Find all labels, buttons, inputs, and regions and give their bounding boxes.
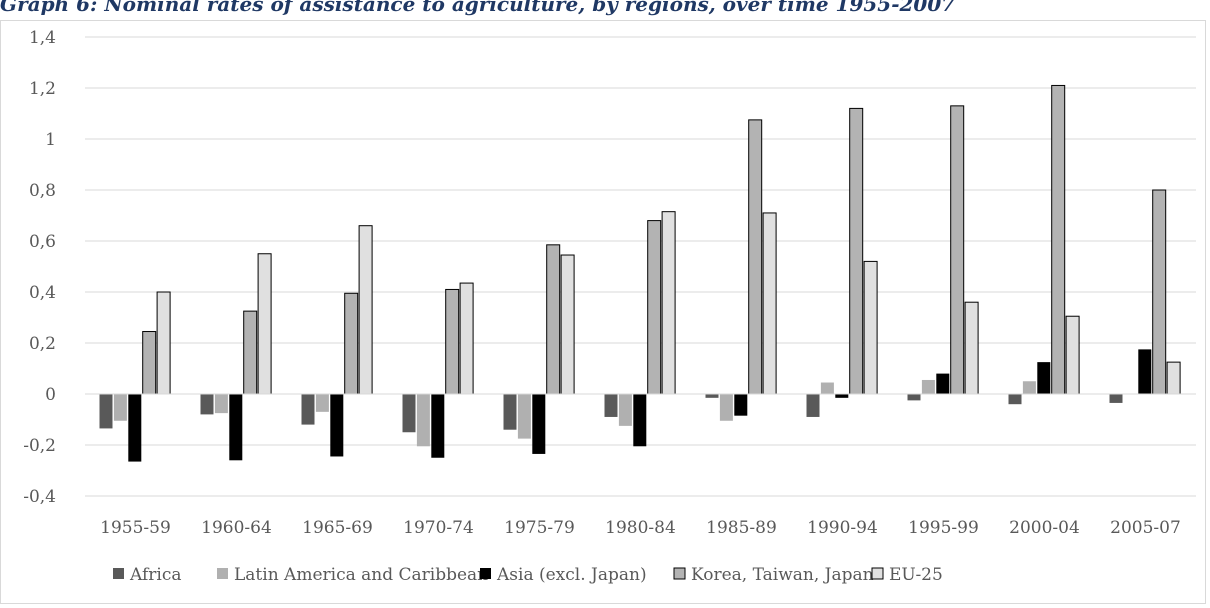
bar-africa-1985-89 [705, 394, 719, 398]
bar-korea-taiwan-japan-1960-64 [243, 310, 258, 395]
bar-latin-america-and-caribbean-2000-04 [1022, 381, 1036, 394]
bar-eu-25-1960-64 [257, 253, 272, 395]
bar-eu-25-1990-94 [863, 260, 878, 395]
bar-asia-excl-japan--1995-99 [936, 373, 950, 394]
bar-korea-taiwan-japan-1995-99 [950, 105, 965, 395]
bar-asia-excl-japan--1985-89 [734, 394, 748, 416]
y-tick-label: -0,4 [23, 487, 56, 507]
bar-asia-excl-japan--1960-64 [229, 394, 243, 461]
legend-label: Africa [129, 565, 182, 585]
bar-asia-excl-japan--1990-94 [835, 394, 849, 398]
bar-latin-america-and-caribbean-1975-79 [517, 394, 531, 439]
bar-africa-1965-69 [301, 394, 315, 425]
bar-latin-america-and-caribbean-1960-64 [214, 394, 228, 414]
bar-africa-2000-04 [1008, 394, 1022, 405]
legend-label: Asia (excl. Japan) [496, 565, 647, 585]
legend-label: Korea, Taiwan, Japan [691, 565, 874, 585]
bar-africa-1970-74 [402, 394, 416, 433]
bar-latin-america-and-caribbean-1980-84 [618, 394, 632, 426]
x-tick-label: 1960-64 [201, 518, 272, 538]
bar-korea-taiwan-japan-1975-79 [546, 244, 561, 395]
bar-asia-excl-japan--1955-59 [128, 394, 142, 462]
y-tick-label: 0 [45, 385, 56, 405]
legend-label: EU-25 [889, 565, 943, 585]
bar-korea-taiwan-japan-1970-74 [445, 288, 460, 395]
bar-africa-1980-84 [604, 394, 618, 417]
bar-eu-25-1995-99 [964, 301, 979, 395]
legend-label: Latin America and Caribbean [234, 565, 488, 585]
legend-swatch [673, 567, 686, 580]
bar-eu-25-1985-89 [762, 212, 777, 395]
chart-frame [0, 20, 1206, 604]
legend-swatch [480, 568, 491, 579]
y-tick-label: 0,2 [29, 334, 56, 354]
y-tick-label: 1 [45, 130, 56, 150]
y-tick-label: 0,4 [29, 283, 56, 303]
x-tick-label: 1975-79 [504, 518, 575, 538]
y-tick-label: 1,2 [29, 79, 56, 99]
bar-latin-america-and-caribbean-1965-69 [315, 394, 329, 412]
x-axis-ticks: 1955-59 1960-64 1965-69 1970-74 1975-79 1980-… [100, 518, 1181, 538]
bar-korea-taiwan-japan-2000-04 [1051, 84, 1066, 395]
bar-asia-excl-japan--1970-74 [431, 394, 445, 458]
bar-korea-taiwan-japan-1985-89 [748, 119, 763, 395]
bar-asia-excl-japan--2000-04 [1037, 362, 1051, 394]
bar-eu-25-1970-74 [459, 282, 474, 395]
bar-korea-taiwan-japan-1955-59 [142, 331, 157, 395]
bar-eu-25-2000-04 [1065, 315, 1080, 395]
bar-korea-taiwan-japan-2005-07 [1152, 189, 1167, 395]
bar-korea-taiwan-japan-1990-94 [849, 107, 864, 395]
bar-eu-25-1965-69 [358, 225, 373, 395]
bar-latin-america-and-caribbean-1970-74 [416, 394, 430, 447]
x-tick-label: 2005-07 [1110, 518, 1181, 538]
bar-asia-excl-japan--2005-07 [1138, 349, 1152, 394]
bar-eu-25-2005-07 [1166, 361, 1181, 395]
bar-eu-25-1980-84 [661, 211, 676, 395]
x-tick-label: 1985-89 [706, 518, 777, 538]
y-tick-label: 0,8 [29, 181, 56, 201]
bars [85, 84, 1196, 462]
bar-latin-america-and-caribbean-1995-99 [921, 379, 935, 394]
legend-swatch [217, 568, 228, 579]
bar-eu-25-1975-79 [560, 254, 575, 395]
legend-swatch [871, 567, 884, 580]
bar-asia-excl-japan--1975-79 [532, 394, 546, 454]
bar-korea-taiwan-japan-1965-69 [344, 292, 359, 395]
y-tick-label: -0,2 [23, 436, 56, 456]
bar-africa-1955-59 [99, 394, 113, 429]
x-tick-label: 1990-94 [807, 518, 878, 538]
bar-africa-2005-07 [1109, 394, 1123, 403]
bar-latin-america-and-caribbean-1985-89 [719, 394, 733, 421]
bar-eu-25-1955-59 [156, 291, 171, 395]
y-axis-ticks: 1,4 1,2 1 0,8 0,6 0,4 0,2 0 -0,2 -0,4 [23, 28, 56, 507]
x-tick-label: 1980-84 [605, 518, 676, 538]
bar-asia-excl-japan--1965-69 [330, 394, 344, 457]
y-tick-label: 0,6 [29, 232, 56, 252]
bar-africa-1975-79 [503, 394, 517, 430]
bar-latin-america-and-caribbean-1990-94 [820, 382, 834, 394]
legend-swatch [113, 568, 124, 579]
x-tick-label: 1970-74 [403, 518, 474, 538]
bar-asia-excl-japan--1980-84 [633, 394, 647, 447]
bar-korea-taiwan-japan-1980-84 [647, 220, 662, 395]
chart-title: Graph 6: Nominal rates of assistance to … [0, 0, 956, 16]
x-tick-label: 2000-04 [1009, 518, 1080, 538]
x-tick-label: 1995-99 [908, 518, 979, 538]
bar-latin-america-and-caribbean-1955-59 [113, 394, 127, 421]
y-tick-label: 1,4 [29, 28, 56, 48]
x-tick-label: 1965-69 [302, 518, 373, 538]
bar-africa-1995-99 [907, 394, 921, 401]
bar-africa-1960-64 [200, 394, 214, 415]
legend: Africa Latin America and Caribbean Asia (e… [113, 565, 943, 585]
x-tick-label: 1955-59 [100, 518, 171, 538]
bar-africa-1990-94 [806, 394, 820, 417]
